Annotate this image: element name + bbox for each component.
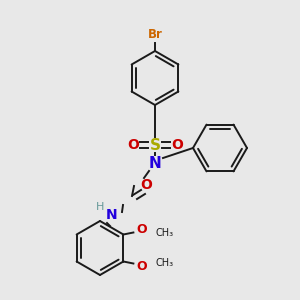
Text: O: O xyxy=(171,138,183,152)
Text: O: O xyxy=(136,223,147,236)
Text: O: O xyxy=(140,178,152,192)
Text: S: S xyxy=(149,137,161,152)
Text: N: N xyxy=(106,208,118,222)
Text: CH₃: CH₃ xyxy=(155,259,173,269)
Text: Br: Br xyxy=(148,28,162,41)
Text: O: O xyxy=(136,260,147,273)
Text: N: N xyxy=(148,155,161,170)
Text: H: H xyxy=(96,202,104,212)
Text: O: O xyxy=(127,138,139,152)
Text: CH₃: CH₃ xyxy=(155,227,173,238)
